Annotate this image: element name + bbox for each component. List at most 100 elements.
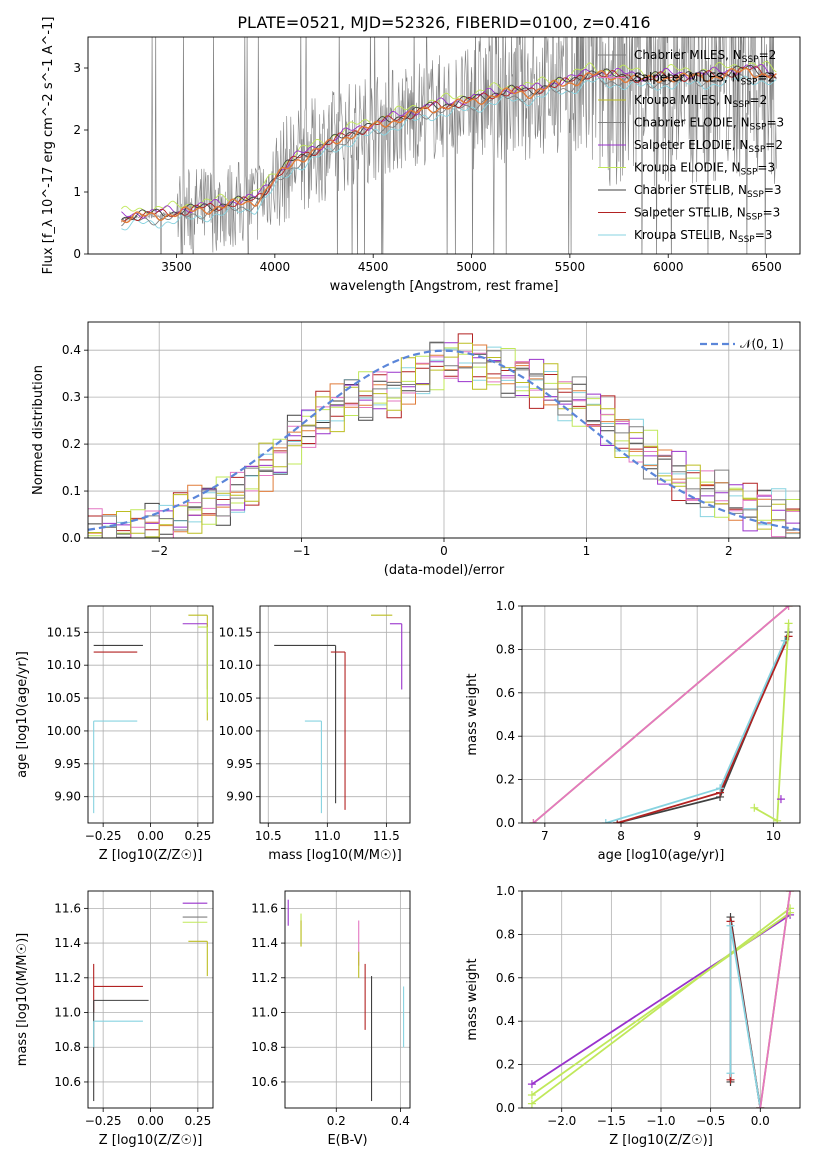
mass_vs_Z-ytick-label: 11.6	[54, 901, 81, 915]
weight-marker	[784, 606, 793, 610]
age_vs_mass-ytick-label: 10.05	[219, 691, 253, 705]
age_vs_Z-ytick-label: 10.00	[47, 724, 81, 738]
weight-marker	[756, 1104, 765, 1108]
weight_vs_Z-xtick-label: −1.0	[646, 1114, 675, 1128]
spectrum-ylabel: Flux [f_λ 10^-17 erg cm^-2 s^-1 A^-1]	[41, 17, 56, 275]
mass_vs_Z-ytick-label: 11.0	[54, 1006, 81, 1020]
spectrum-ytick-label: 3	[73, 61, 81, 75]
spectrum-xtick-label: 3500	[161, 260, 192, 274]
weight_vs_age-ytick-label: 1.0	[496, 599, 515, 613]
legend-entry: Chabrier STELIB, NSSP=3	[634, 183, 782, 200]
spectrum-axes: 3500 4000 4500 5000 5500 6000 6500 0 1 2 3 waveleng…	[41, 17, 801, 294]
weight-marker	[786, 891, 795, 895]
mass_vs_Z-ytick-label: 11.2	[54, 971, 81, 985]
weight_vs_Z-xtick-label: 0.0	[751, 1114, 770, 1128]
mass_vs_Z-xtick-label: −0.25	[85, 1114, 122, 1128]
mass_vs_ebv-frame	[284, 890, 411, 1109]
mass_vs_ebv-ytick-label: 11.2	[251, 971, 278, 985]
weight_vs_age-frame	[521, 605, 801, 824]
model-spectrum-line	[121, 67, 777, 224]
spectrum-xtick-label: 4000	[260, 260, 291, 274]
mass_vs_ebv-ytick-label: 10.8	[251, 1040, 278, 1054]
age_vs_Z-ytick-label: 9.90	[54, 790, 81, 804]
residuals-axes: −2 −1 0 1 2 0.0 0.1 0.2 0.3 0.4 (data-model)/error…	[31, 321, 801, 578]
residuals-ytick-label: 0.0	[62, 531, 81, 545]
weight-marker	[750, 803, 759, 812]
residuals-ytick-label: 0.1	[62, 484, 81, 498]
weight-marker	[601, 819, 610, 823]
age_vs_mass-ytick-label: 9.95	[226, 757, 253, 771]
age_vs_mass-xtick-label: 11.5	[373, 829, 400, 843]
weight-marker	[527, 1090, 536, 1099]
spectrum-xlabel: wavelength [Angstrom, rest frame]	[330, 279, 559, 294]
weight_vs_Z-xlabel: Z [log10(Z/Z☉)]	[609, 1133, 713, 1148]
weight_vs_Z-ytick-label: 0.4	[496, 1014, 515, 1028]
residuals-ytick-label: 0.2	[62, 437, 81, 451]
spectrum-xtick-label: 5500	[555, 260, 586, 274]
age_vs_mass-ytick-label: 10.10	[219, 658, 253, 672]
mass_vs_ebv-ytick-label: 11.4	[251, 936, 278, 950]
weight_vs_age-ytick-label: 0.6	[496, 686, 515, 700]
mass_vs_ebv-axes: 0.2 0.4 10.6 10.8 11.0 11.2 11.4 11.6 E(B-V)	[251, 890, 411, 1148]
mass_vs_Z-axes: −0.25 0.00 0.25 10.6 10.8 11.0 11.2 11.4 11.6 Z […	[15, 890, 214, 1148]
weight-marker	[776, 795, 785, 804]
model-spectrum-line	[121, 64, 777, 221]
mass_vs_Z-xtick-label: 0.25	[184, 1114, 211, 1128]
mass_vs_Z-ytick-label: 11.4	[54, 936, 81, 950]
legend-entry: Chabrier ELODIE, NSSP=3	[634, 116, 784, 133]
weight_vs_Z-xtick-label: −2.0	[547, 1114, 576, 1128]
age_vs_mass-frame	[259, 605, 411, 824]
weight-marker	[529, 819, 538, 823]
weight-line	[532, 606, 790, 823]
weight-marker	[726, 1069, 735, 1078]
spectrum-ytick-label: 1	[73, 185, 81, 199]
mass_vs_ebv-ytick-label: 11.0	[251, 1006, 278, 1020]
age_vs_mass-ytick-label: 9.90	[226, 790, 253, 804]
legend-entry: Salpeter STELIB, NSSP=3	[634, 206, 780, 223]
spectrum-ytick-label: 2	[73, 123, 81, 137]
weight_vs_age-xtick-label: 9	[693, 829, 701, 843]
mass_vs_Z-xlabel: Z [log10(Z/Z☉)]	[99, 1133, 203, 1148]
age_vs_Z-xlabel: Z [log10(Z/Z☉)]	[99, 848, 203, 863]
age_vs_mass-xtick-label: 10.5	[255, 829, 282, 843]
observed-spectrum-line	[121, 37, 777, 254]
mass_vs_Z-ylabel: mass [log10(M/M☉)]	[15, 933, 30, 1066]
weight_vs_age-ytick-label: 0.2	[496, 773, 515, 787]
weight_vs_age-xtick-label: 7	[541, 829, 549, 843]
weight-line	[531, 907, 791, 1105]
weight_vs_Z-marks	[527, 891, 795, 1108]
legend-entry: Kroupa STELIB, NSSP=3	[634, 228, 772, 245]
mass_vs_ebv-xlabel: E(B-V)	[327, 1133, 367, 1148]
age_vs_mass-marks	[274, 614, 403, 814]
residuals-xtick-label: −2	[150, 544, 168, 558]
weight_vs_Z-axes: −2.0 −1.5 −1.0 −0.5 0.0 0.0 0.2 0.4 0.6 0.8 1.0 Z […	[465, 884, 801, 1148]
legend-entry: Chabrier MILES, NSSP=2	[634, 48, 776, 65]
mass_vs_Z-ytick-label: 10.6	[54, 1075, 81, 1089]
spectrum-frame	[87, 36, 801, 255]
weight-marker	[773, 816, 782, 823]
age_vs_Z-ytick-label: 9.95	[54, 757, 81, 771]
spectrum-xtick-label: 5000	[456, 260, 487, 274]
age_vs_Z-xtick-label: 0.00	[137, 829, 164, 843]
mass_vs_Z-xtick-label: 0.00	[137, 1114, 164, 1128]
weight_vs_age-xlabel: age [log10(age/yr)]	[598, 848, 725, 863]
age_vs_mass-xtick-label: 11.0	[314, 829, 341, 843]
weight_vs_Z-ytick-label: 0.6	[496, 971, 515, 985]
residuals-marks	[88, 333, 800, 538]
age_vs_Z-ylabel: age [log10(age/yr)]	[15, 651, 30, 778]
weight_vs_age-ytick-label: 0.0	[496, 816, 515, 830]
weight-line	[759, 891, 791, 1108]
residuals-xtick-label: −1	[293, 544, 311, 558]
weight_vs_age-xtick-label: 8	[617, 829, 625, 843]
weight_vs_age-ylabel: mass weight	[465, 673, 480, 755]
age_vs_mass-axes: 10.5 11.0 11.5 9.90 9.95 10.00 10.05 10.10 10.15…	[219, 605, 411, 863]
age_vs_mass-ytick-label: 10.15	[219, 625, 253, 639]
weight_vs_Z-ytick-label: 1.0	[496, 884, 515, 898]
residuals-xtick-label: 2	[725, 544, 733, 558]
weight-line	[729, 925, 762, 1108]
age_vs_Z-marks	[93, 614, 208, 814]
weight-marker	[784, 619, 793, 628]
spectrum-xtick-label: 4500	[358, 260, 389, 274]
mass_vs_ebv-ytick-label: 10.6	[251, 1075, 278, 1089]
weight-marker	[716, 784, 725, 793]
